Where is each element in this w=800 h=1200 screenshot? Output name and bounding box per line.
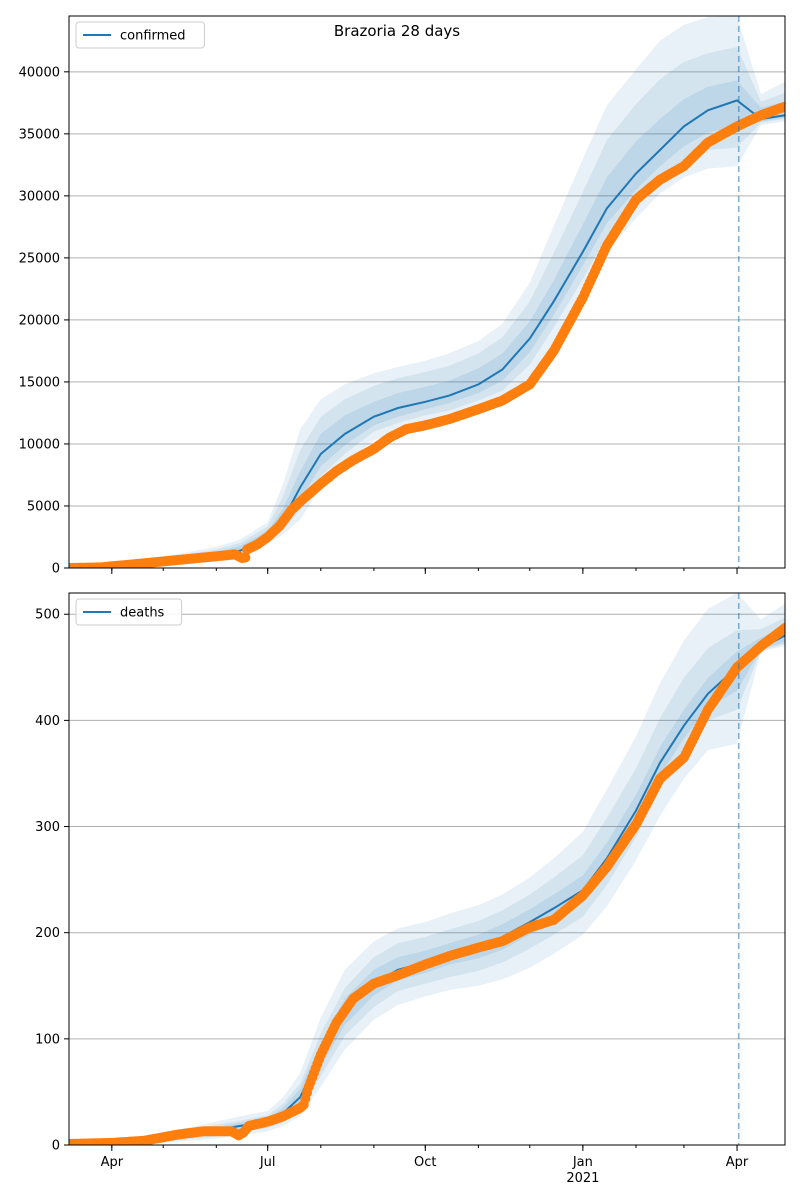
y-tick-label: 30000	[19, 189, 60, 204]
observed-points	[69, 101, 785, 568]
y-tick-label: 20000	[19, 313, 60, 328]
x-tick-year-label: 2021	[566, 1171, 599, 1186]
uncertainty-band	[69, 593, 785, 1145]
y-tick-label: 300	[35, 820, 60, 835]
observed-point	[240, 552, 251, 563]
axes-frame	[68, 592, 786, 1146]
figure-title: Brazoria 28 days	[334, 22, 460, 40]
uncertainty-band	[69, 47, 785, 568]
legend-box	[75, 21, 205, 49]
y-tick-label: 40000	[19, 65, 60, 80]
legend: confirmed	[75, 21, 205, 49]
confirmed-panel: 0 5000 10000 15000 20000 25000 30000 35000 40000…	[19, 15, 786, 577]
y-tick-label: 200	[35, 926, 60, 941]
observed-points	[69, 623, 785, 1145]
legend: deaths	[75, 598, 183, 626]
y-tick-label: 25000	[19, 251, 60, 266]
plot-area	[69, 16, 785, 568]
y-tick-label: 5000	[27, 499, 60, 514]
y-tick-label: 100	[35, 1032, 60, 1047]
observed-point	[780, 101, 785, 112]
observed-point	[780, 623, 785, 633]
x-tick-label: Apr	[101, 1155, 124, 1170]
axes-frame	[68, 15, 786, 569]
plot-area	[69, 593, 785, 1145]
x-tick-label: Apr	[726, 1155, 749, 1170]
y-tick-label: 15000	[19, 375, 60, 390]
uncertainty-band	[69, 617, 785, 1145]
x-tick-label: Jan	[572, 1155, 593, 1170]
uncertainty-band	[69, 627, 785, 1145]
uncertainty-band	[69, 16, 785, 568]
y-tick-label: 0	[52, 562, 60, 577]
x-tick-label: Oct	[414, 1155, 436, 1170]
legend-label: confirmed	[120, 29, 186, 44]
y-tick-label: 500	[35, 608, 60, 623]
y-tick-label: 35000	[19, 127, 60, 142]
y-tick-label: 10000	[19, 437, 60, 452]
legend-label: deaths	[120, 606, 165, 621]
y-tick-label: 400	[35, 714, 60, 729]
legend-box	[75, 598, 183, 626]
y-tick-label: 0	[52, 1139, 60, 1154]
uncertainty-band	[69, 80, 785, 568]
x-tick-label: Jul	[259, 1155, 276, 1170]
